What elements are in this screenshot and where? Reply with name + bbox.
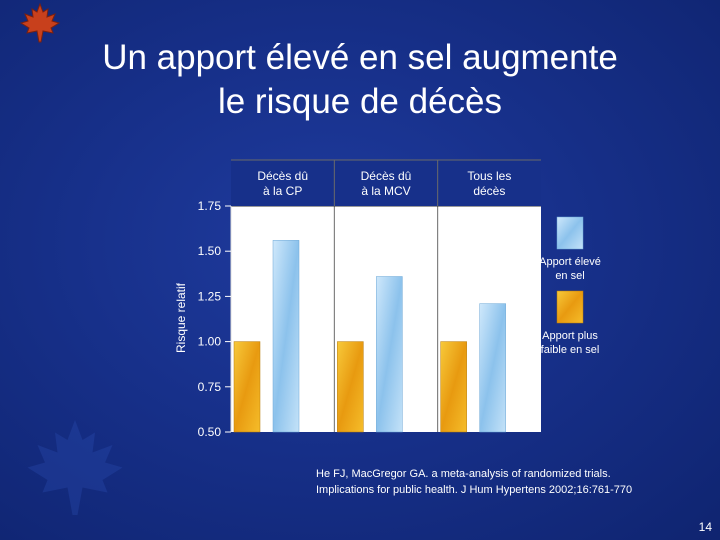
citation-line-1: He FJ, MacGregor GA. a meta-analysis of … xyxy=(316,468,611,480)
legend-low-salt-label: Apport plus xyxy=(542,330,598,342)
bar-low-salt xyxy=(440,341,467,433)
maple-leaf-watermark-icon xyxy=(27,420,123,515)
category-label: Décès dû xyxy=(361,169,412,183)
citation: He FJ, MacGregor GA. a meta-analysis of … xyxy=(316,466,696,498)
category-label: à la CP xyxy=(263,184,302,198)
title-line-1: Un apport élevé en sel augmente xyxy=(102,38,618,77)
category-label: décès xyxy=(473,184,505,198)
slide-title: Un apport élevé en sel augmente le risqu… xyxy=(40,36,680,124)
y-tick-label: 1.50 xyxy=(198,244,222,258)
maple-leaf-logo-icon xyxy=(19,2,61,43)
legend-high-salt-label: Apport élevé xyxy=(539,256,601,268)
y-tick-label: 0.75 xyxy=(198,380,222,394)
title-line-2: le risque de décès xyxy=(217,82,503,121)
citation-line-2: Implications for public health. J Hum Hy… xyxy=(316,484,633,496)
y-tick-label: 0.50 xyxy=(198,425,222,439)
y-tick-label: 1.75 xyxy=(198,199,222,213)
y-tick-label: 1.25 xyxy=(198,289,222,303)
bar-high-salt xyxy=(376,276,403,433)
bar-low-salt xyxy=(337,341,364,433)
category-label: à la MCV xyxy=(361,184,410,198)
category-header-strip xyxy=(231,160,541,206)
category-label: Tous les xyxy=(467,169,511,183)
category-label: Décès dû xyxy=(257,169,308,183)
legend-high-salt-label: en sel xyxy=(555,270,584,282)
bar-high-salt xyxy=(479,303,506,433)
bar-high-salt xyxy=(272,240,300,433)
bar-low-salt xyxy=(233,341,261,433)
page-number: 14 xyxy=(698,520,712,534)
legend-low-salt-label: faible en sel xyxy=(541,344,600,356)
legend-high-salt-swatch xyxy=(556,216,584,250)
y-axis-label: Risque relatif xyxy=(174,282,188,353)
legend-low-salt-swatch xyxy=(556,290,584,324)
y-tick-label: 1.00 xyxy=(198,335,222,349)
